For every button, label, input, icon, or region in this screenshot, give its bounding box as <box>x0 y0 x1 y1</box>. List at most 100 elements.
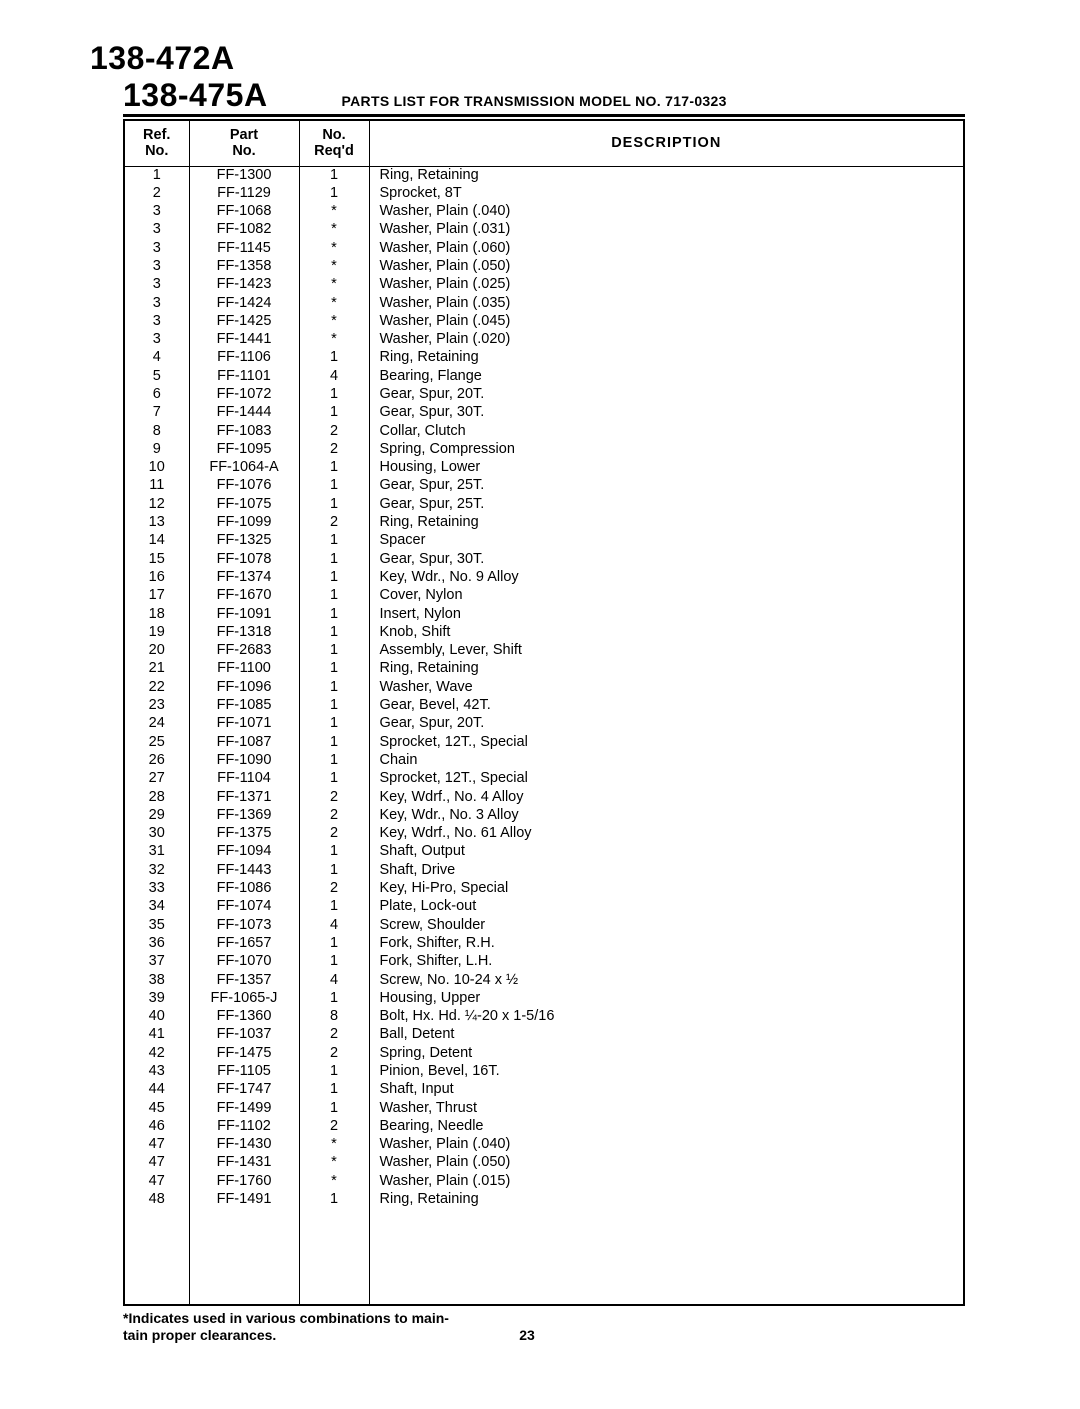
cell-ref: 3 <box>124 258 189 276</box>
cell-desc: Pinion, Bevel, 16T. <box>369 1063 964 1081</box>
cell-part: FF-1444 <box>189 404 299 422</box>
cell-qty: 1 <box>299 1100 369 1118</box>
cell-qty: 1 <box>299 1063 369 1081</box>
cell-desc: Fork, Shifter, L.H. <box>369 953 964 971</box>
cell-ref: 44 <box>124 1081 189 1099</box>
cell-qty: * <box>299 221 369 239</box>
cell-part: FF-1094 <box>189 843 299 861</box>
cell-part: FF-1072 <box>189 386 299 404</box>
cell-desc: Spring, Detent <box>369 1045 964 1063</box>
cell-part: FF-1325 <box>189 532 299 550</box>
cell-ref: 17 <box>124 587 189 605</box>
cell-part: FF-1085 <box>189 697 299 715</box>
table-row: 30FF-13752Key, Wdrf., No. 61 Alloy <box>124 825 964 843</box>
cell-ref: 41 <box>124 1026 189 1044</box>
cell-part: FF-1101 <box>189 368 299 386</box>
table-row: 25FF-10871Sprocket, 12T., Special <box>124 734 964 752</box>
cell-desc: Housing, Lower <box>369 459 964 477</box>
cell-qty: 1 <box>299 185 369 203</box>
cell-ref: 35 <box>124 917 189 935</box>
cell-qty: 1 <box>299 1081 369 1099</box>
cell-ref: 27 <box>124 770 189 788</box>
table-row: 14FF-13251Spacer <box>124 532 964 550</box>
table-row: 24FF-10711Gear, Spur, 20T. <box>124 715 964 733</box>
table-header-row: Ref.No. PartNo. No.Req'd DESCRIPTION <box>124 120 964 167</box>
table-row: 47FF-1431*Washer, Plain (.050) <box>124 1154 964 1172</box>
cell-part: FF-1657 <box>189 935 299 953</box>
col-header-ref: Ref.No. <box>124 120 189 167</box>
cell-desc: Ball, Detent <box>369 1026 964 1044</box>
cell-desc: Shaft, Output <box>369 843 964 861</box>
cell-part: FF-1475 <box>189 1045 299 1063</box>
cell-desc: Collar, Clutch <box>369 423 964 441</box>
cell-ref: 10 <box>124 459 189 477</box>
cell-part: FF-1068 <box>189 203 299 221</box>
table-row: 12FF-10751Gear, Spur, 25T. <box>124 496 964 514</box>
cell-qty: 1 <box>299 624 369 642</box>
table-row: 5FF-11014Bearing, Flange <box>124 368 964 386</box>
cell-qty: 4 <box>299 972 369 990</box>
cell-part: FF-1747 <box>189 1081 299 1099</box>
page-number: 23 <box>519 1327 535 1343</box>
cell-part: FF-1086 <box>189 880 299 898</box>
cell-desc: Ring, Retaining <box>369 514 964 532</box>
heading-row: 138-475A PARTS LIST FOR TRANSMISSION MOD… <box>123 77 965 117</box>
cell-qty: * <box>299 203 369 221</box>
cell-desc: Gear, Spur, 25T. <box>369 477 964 495</box>
cell-qty: 1 <box>299 734 369 752</box>
cell-part: FF-1760 <box>189 1173 299 1191</box>
cell-desc: Spacer <box>369 532 964 550</box>
footnote-line2: tain proper clearances. 23 <box>123 1327 965 1344</box>
cell-ref: 3 <box>124 240 189 258</box>
cell-part: FF-1431 <box>189 1154 299 1172</box>
cell-desc: Fork, Shifter, R.H. <box>369 935 964 953</box>
cell-desc: Key, Hi-Pro, Special <box>369 880 964 898</box>
cell-ref: 40 <box>124 1008 189 1026</box>
cell-part: FF-1491 <box>189 1191 299 1209</box>
cell-desc: Ring, Retaining <box>369 166 964 184</box>
cell-desc: Sprocket, 12T., Special <box>369 770 964 788</box>
table-row: 21FF-11001Ring, Retaining <box>124 660 964 678</box>
cell-ref: 43 <box>124 1063 189 1081</box>
table-row: 22FF-10961Washer, Wave <box>124 679 964 697</box>
model-number-b: 138-475A <box>123 77 268 114</box>
parts-list-table: Ref.No. PartNo. No.Req'd DESCRIPTION 1FF… <box>123 119 965 1307</box>
cell-ref: 20 <box>124 642 189 660</box>
cell-ref: 46 <box>124 1118 189 1136</box>
cell-ref: 47 <box>124 1173 189 1191</box>
cell-part: FF-1443 <box>189 862 299 880</box>
table-row: 16FF-13741Key, Wdr., No. 9 Alloy <box>124 569 964 587</box>
cell-qty: 1 <box>299 386 369 404</box>
cell-desc: Sprocket, 12T., Special <box>369 734 964 752</box>
footnote: *Indicates used in various combinations … <box>123 1310 965 1344</box>
table-row: 11FF-10761Gear, Spur, 25T. <box>124 477 964 495</box>
table-row: 2FF-11291Sprocket, 8T <box>124 185 964 203</box>
cell-desc: Bearing, Flange <box>369 368 964 386</box>
heading-block: 138-472A 138-475A PARTS LIST FOR TRANSMI… <box>90 40 1020 117</box>
cell-part: FF-1430 <box>189 1136 299 1154</box>
cell-desc: Chain <box>369 752 964 770</box>
table-row: 13FF-10992Ring, Retaining <box>124 514 964 532</box>
cell-part: FF-2683 <box>189 642 299 660</box>
table-row: 36FF-16571Fork, Shifter, R.H. <box>124 935 964 953</box>
table-row: 37FF-10701Fork, Shifter, L.H. <box>124 953 964 971</box>
cell-part: FF-1425 <box>189 313 299 331</box>
cell-part: FF-1375 <box>189 825 299 843</box>
cell-qty: 1 <box>299 166 369 184</box>
table-row: 39FF-1065-J1Housing, Upper <box>124 990 964 1008</box>
table-row: 4FF-11061Ring, Retaining <box>124 349 964 367</box>
table-row: 48FF-14911Ring, Retaining <box>124 1191 964 1209</box>
cell-ref: 3 <box>124 331 189 349</box>
cell-qty: 1 <box>299 715 369 733</box>
cell-ref: 6 <box>124 386 189 404</box>
cell-desc: Washer, Plain (.060) <box>369 240 964 258</box>
table-row: 46FF-11022Bearing, Needle <box>124 1118 964 1136</box>
cell-part: FF-1087 <box>189 734 299 752</box>
cell-qty: 1 <box>299 459 369 477</box>
cell-part: FF-1075 <box>189 496 299 514</box>
cell-ref: 23 <box>124 697 189 715</box>
cell-part: FF-1096 <box>189 679 299 697</box>
cell-qty: 1 <box>299 532 369 550</box>
table-row: 3FF-1082*Washer, Plain (.031) <box>124 221 964 239</box>
cell-part: FF-1071 <box>189 715 299 733</box>
